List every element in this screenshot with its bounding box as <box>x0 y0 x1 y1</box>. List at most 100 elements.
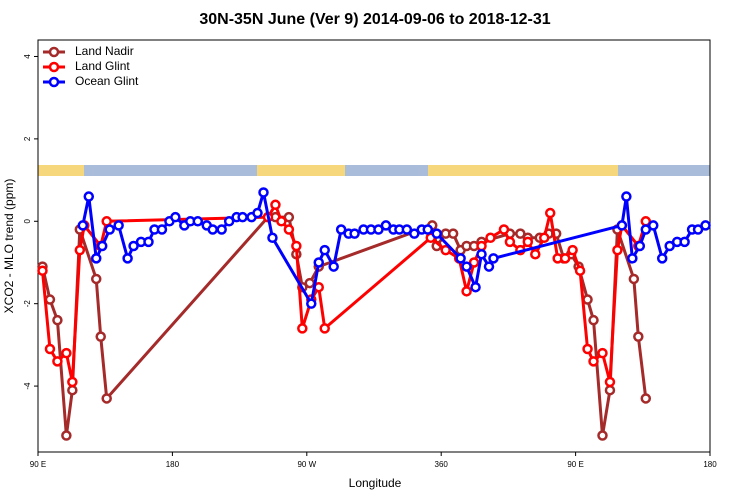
data-point <box>101 216 112 227</box>
legend-label: Land Glint <box>75 59 130 73</box>
data-point <box>640 224 652 235</box>
data-point <box>648 220 659 231</box>
legend-label: Land Nadir <box>75 44 134 58</box>
data-point <box>559 253 571 264</box>
data-point <box>319 244 330 256</box>
data-point <box>44 294 56 305</box>
y-tick-label: -4 <box>23 382 32 390</box>
data-point <box>455 253 466 264</box>
data-point <box>237 211 248 223</box>
y-tick-label: 2 <box>23 136 32 141</box>
data-point <box>373 224 384 235</box>
data-point <box>447 228 459 239</box>
data-point <box>440 244 451 256</box>
data-point <box>582 343 593 355</box>
data-point <box>270 199 281 211</box>
data-point <box>656 253 668 264</box>
data-point <box>304 277 316 289</box>
legend-marker <box>48 76 60 88</box>
legend-label: Ocean Glint <box>75 74 139 88</box>
y-tick-label: 0 <box>23 219 32 224</box>
data-point <box>483 261 495 272</box>
data-point <box>692 224 704 235</box>
legend-marker <box>48 61 60 73</box>
data-point <box>207 224 218 235</box>
data-point <box>306 298 317 309</box>
data-point <box>567 244 578 256</box>
data-point <box>90 273 102 285</box>
data-point <box>530 248 541 260</box>
land-band <box>428 165 618 176</box>
data-point <box>544 207 556 219</box>
data-point <box>291 240 302 252</box>
data-point <box>422 224 434 235</box>
data-point <box>192 216 204 227</box>
data-point <box>621 191 632 202</box>
data-point <box>597 430 608 441</box>
data-point <box>328 261 339 272</box>
data-point <box>604 384 616 396</box>
data-point <box>664 240 675 252</box>
x-tick-label: 90 W <box>297 460 316 469</box>
series <box>37 211 652 441</box>
data-point <box>156 224 168 235</box>
data-point <box>349 228 360 239</box>
x-tick-label: 360 <box>435 460 449 469</box>
data-point <box>258 187 269 198</box>
x-tick-label: 180 <box>166 460 180 469</box>
data-point <box>485 232 496 244</box>
data-point <box>488 253 499 264</box>
chart-title: 30N-35N June (Ver 9) 2014-09-06 to 2018-… <box>199 11 550 28</box>
y-axis-label: XCO2 - MLO trend (ppm) <box>2 179 16 314</box>
land-band <box>257 165 345 176</box>
data-point <box>61 347 72 359</box>
data-point <box>335 224 347 235</box>
data-point <box>476 240 487 252</box>
land-band <box>38 165 84 176</box>
series <box>77 187 711 309</box>
data-point <box>498 224 510 235</box>
data-point <box>52 314 63 326</box>
data-point <box>216 224 227 235</box>
data-point <box>95 331 106 342</box>
data-point <box>74 244 86 256</box>
data-point <box>588 314 599 326</box>
ocean-band <box>38 165 710 176</box>
data-point <box>538 232 550 244</box>
data-point <box>504 236 516 248</box>
data-point <box>319 323 330 334</box>
data-point <box>700 220 711 231</box>
data-point <box>67 384 78 396</box>
data-point <box>37 265 48 276</box>
data-point <box>470 281 481 293</box>
data-point <box>170 211 181 223</box>
data-point <box>283 224 295 235</box>
data-point <box>44 343 56 355</box>
data-point <box>476 248 487 260</box>
data-point <box>633 331 644 342</box>
data-point <box>128 240 139 252</box>
land-mask <box>38 165 710 176</box>
data-point <box>61 430 72 441</box>
data-point <box>104 224 115 235</box>
data-point <box>604 376 616 388</box>
data-point <box>616 220 628 231</box>
data-point <box>628 273 640 285</box>
data-point <box>634 240 646 252</box>
x-tick-label: 90 E <box>30 460 46 469</box>
data-point <box>597 347 608 359</box>
data-point <box>409 228 420 239</box>
y-tick-label: 4 <box>23 54 32 59</box>
data-point <box>468 257 480 268</box>
data-point <box>431 228 442 239</box>
data-point <box>283 211 295 223</box>
data-point <box>67 376 78 388</box>
plot-frame <box>37 39 711 453</box>
data-point <box>96 240 108 252</box>
data-point <box>122 253 133 264</box>
data-point <box>380 220 392 231</box>
data-point <box>582 294 593 305</box>
data-point <box>143 236 154 248</box>
data-point <box>77 220 89 231</box>
